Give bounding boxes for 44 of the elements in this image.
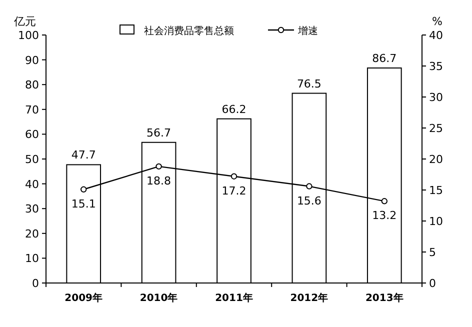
y-tick-label: 40 (25, 178, 39, 191)
point (156, 163, 162, 170)
data-label: 56.7 (146, 126, 172, 140)
point (230, 173, 238, 180)
point (306, 183, 312, 190)
y-tick-label: 50 (25, 153, 39, 166)
data-label: 76.5 (296, 77, 322, 90)
y-axis-title: 亿元 (13, 15, 36, 28)
y-tick-label: 10 (25, 252, 39, 266)
legend-label: 增速 (297, 25, 318, 37)
point (381, 198, 388, 204)
y-tick-label: 90 (25, 54, 39, 67)
y2-tick-label: 25 (429, 122, 443, 135)
y-tick-label: 20 (25, 227, 39, 240)
y2-tick-label: 10 (429, 215, 443, 228)
data-label: 47.7 (71, 148, 96, 162)
y2-tick-label: 15 (429, 184, 443, 197)
x-tick-label: 2011年 (215, 292, 253, 304)
y2-tick-label: 0 (429, 277, 436, 290)
y-tick-label: 100 (18, 29, 39, 42)
y2-tick-label: 5 (429, 246, 436, 259)
y2-tick-label: 40 (429, 29, 443, 42)
point (80, 186, 87, 192)
x-tick-label: 2010年 (140, 292, 178, 304)
data-label: 18.8 (146, 174, 172, 188)
y-tick-label: 30 (25, 202, 39, 216)
data-label: 86.7 (372, 52, 397, 65)
y-tick-label: 60 (25, 128, 39, 142)
data-label: 66.2 (222, 102, 246, 116)
y2-tick-label: 30 (429, 91, 443, 104)
data-label: 13.2 (372, 209, 397, 222)
legend-label: 社会消费品零售总额 (144, 25, 234, 37)
data-label: 15.1 (71, 197, 96, 210)
y-tick-label: 80 (25, 78, 39, 92)
y2-tick-label: 35 (429, 60, 443, 73)
y2-axis-title: % (432, 15, 442, 28)
y-tick-label: 0 (32, 277, 39, 290)
x-tick-label: 2013年 (365, 292, 404, 304)
data-label: 15.6 (296, 194, 322, 208)
y-tick-label: 70 (25, 103, 39, 116)
x-tick-label: 2012年 (290, 292, 328, 304)
data-label: 17.2 (222, 184, 246, 198)
y2-tick-label: 20 (429, 153, 443, 166)
x-tick-label: 2009年 (64, 292, 103, 304)
